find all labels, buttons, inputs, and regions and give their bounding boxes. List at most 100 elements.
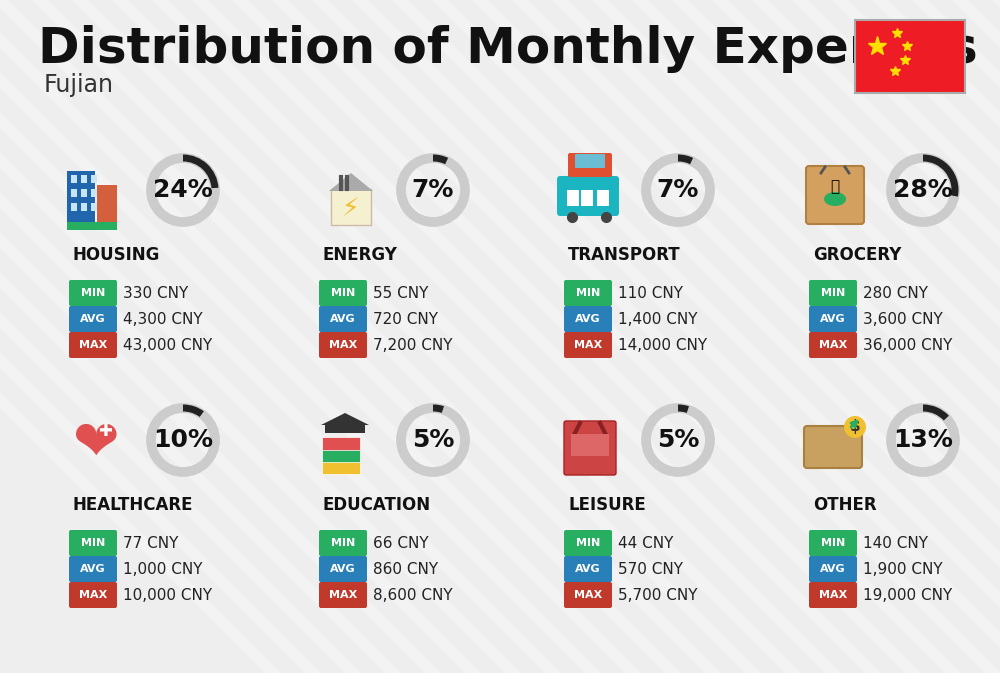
Wedge shape (923, 155, 958, 197)
FancyBboxPatch shape (319, 306, 367, 332)
Wedge shape (678, 404, 689, 413)
FancyBboxPatch shape (809, 332, 857, 358)
FancyBboxPatch shape (81, 203, 87, 211)
Text: 10%: 10% (153, 428, 213, 452)
Text: 8,600 CNY: 8,600 CNY (373, 588, 453, 602)
FancyBboxPatch shape (67, 171, 95, 223)
Text: 66 CNY: 66 CNY (373, 536, 429, 551)
Text: MAX: MAX (574, 340, 602, 350)
FancyBboxPatch shape (67, 222, 117, 230)
FancyBboxPatch shape (809, 280, 857, 306)
FancyBboxPatch shape (69, 332, 117, 358)
Text: OTHER: OTHER (813, 496, 877, 514)
Ellipse shape (824, 192, 846, 206)
Polygon shape (321, 413, 369, 425)
Text: MIN: MIN (331, 538, 355, 548)
Text: MIN: MIN (331, 288, 355, 298)
Text: 10,000 CNY: 10,000 CNY (123, 588, 212, 602)
FancyBboxPatch shape (97, 185, 117, 223)
Text: LEISURE: LEISURE (568, 496, 646, 514)
FancyBboxPatch shape (319, 280, 367, 306)
FancyBboxPatch shape (71, 175, 77, 183)
FancyBboxPatch shape (557, 176, 619, 216)
FancyBboxPatch shape (331, 189, 371, 225)
FancyBboxPatch shape (69, 306, 117, 332)
Text: 77 CNY: 77 CNY (123, 536, 178, 551)
Text: 36,000 CNY: 36,000 CNY (863, 337, 952, 353)
FancyBboxPatch shape (69, 582, 117, 608)
Text: 28%: 28% (893, 178, 953, 202)
FancyBboxPatch shape (91, 175, 97, 183)
Text: 1,400 CNY: 1,400 CNY (618, 312, 698, 326)
FancyBboxPatch shape (319, 332, 367, 358)
FancyBboxPatch shape (322, 449, 360, 462)
Text: MAX: MAX (329, 590, 357, 600)
Text: ENERGY: ENERGY (323, 246, 398, 264)
Text: 330 CNY: 330 CNY (123, 285, 188, 301)
Text: 13%: 13% (893, 428, 953, 452)
Text: 14,000 CNY: 14,000 CNY (618, 337, 707, 353)
Text: MIN: MIN (576, 538, 600, 548)
Text: 5%: 5% (657, 428, 699, 452)
Wedge shape (183, 404, 204, 417)
Text: AVG: AVG (80, 314, 106, 324)
Text: AVG: AVG (330, 314, 356, 324)
Wedge shape (923, 404, 949, 421)
Text: 4,300 CNY: 4,300 CNY (123, 312, 203, 326)
FancyBboxPatch shape (91, 189, 97, 197)
Text: 860 CNY: 860 CNY (373, 561, 438, 577)
Text: 19,000 CNY: 19,000 CNY (863, 588, 952, 602)
FancyBboxPatch shape (69, 280, 117, 306)
FancyBboxPatch shape (81, 189, 87, 197)
Text: 24%: 24% (153, 178, 213, 202)
Wedge shape (433, 404, 444, 413)
Wedge shape (433, 155, 448, 164)
Text: 5,700 CNY: 5,700 CNY (618, 588, 698, 602)
Text: AVG: AVG (575, 314, 601, 324)
FancyBboxPatch shape (325, 425, 365, 433)
Text: 140 CNY: 140 CNY (863, 536, 928, 551)
Text: Distribution of Monthly Expenses: Distribution of Monthly Expenses (38, 25, 978, 73)
FancyBboxPatch shape (575, 154, 605, 168)
FancyBboxPatch shape (564, 530, 612, 556)
Text: MAX: MAX (819, 590, 847, 600)
Ellipse shape (844, 416, 866, 438)
Text: 720 CNY: 720 CNY (373, 312, 438, 326)
FancyBboxPatch shape (567, 190, 579, 206)
FancyBboxPatch shape (855, 20, 965, 93)
Text: MIN: MIN (576, 288, 600, 298)
Text: HOUSING: HOUSING (73, 246, 160, 264)
Text: ⚡: ⚡ (342, 197, 360, 221)
Text: MIN: MIN (821, 288, 845, 298)
Polygon shape (329, 173, 373, 191)
FancyBboxPatch shape (564, 556, 612, 582)
Text: MIN: MIN (81, 288, 105, 298)
Text: 7%: 7% (412, 178, 454, 202)
Text: 3,600 CNY: 3,600 CNY (863, 312, 943, 326)
FancyBboxPatch shape (806, 166, 864, 224)
FancyBboxPatch shape (564, 280, 612, 306)
Text: MAX: MAX (819, 340, 847, 350)
Text: 🥕: 🥕 (830, 180, 840, 194)
FancyBboxPatch shape (564, 421, 616, 475)
FancyBboxPatch shape (319, 530, 367, 556)
Text: MIN: MIN (821, 538, 845, 548)
Text: ❤: ❤ (72, 418, 118, 472)
Text: AVG: AVG (575, 564, 601, 574)
FancyBboxPatch shape (69, 556, 117, 582)
FancyBboxPatch shape (571, 434, 609, 456)
Wedge shape (678, 155, 693, 164)
FancyBboxPatch shape (91, 203, 97, 211)
Text: MAX: MAX (329, 340, 357, 350)
FancyBboxPatch shape (322, 437, 360, 450)
Text: $: $ (850, 419, 860, 435)
FancyBboxPatch shape (71, 203, 77, 211)
Text: 7%: 7% (657, 178, 699, 202)
Text: 7,200 CNY: 7,200 CNY (373, 337, 452, 353)
FancyBboxPatch shape (809, 582, 857, 608)
Text: MAX: MAX (79, 340, 107, 350)
Text: 280 CNY: 280 CNY (863, 285, 928, 301)
Text: AVG: AVG (820, 314, 846, 324)
Text: 1,000 CNY: 1,000 CNY (123, 561, 202, 577)
Wedge shape (183, 155, 218, 188)
